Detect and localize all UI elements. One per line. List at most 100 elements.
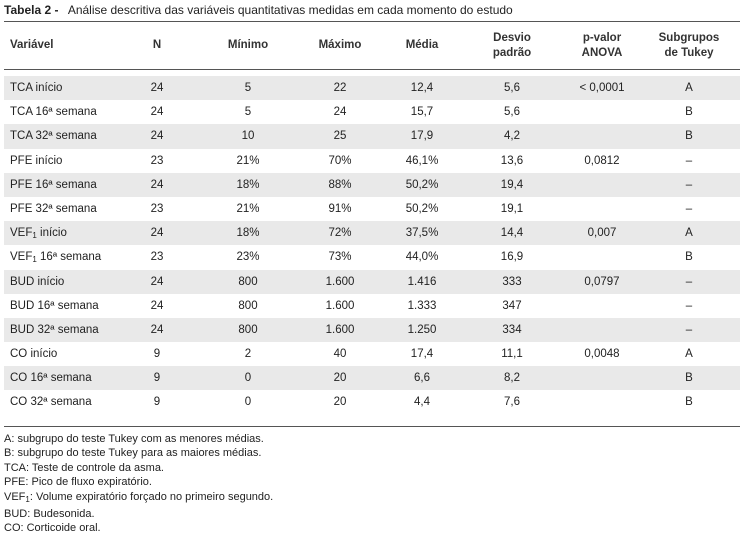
cell-minimo: 21% [236,154,260,167]
cell-media: 1.333 [407,299,437,312]
cell-media: 46,1% [405,154,439,167]
cell-p-valor [562,366,642,390]
footnote: B: subgrupo do teste Tukey para as maior… [4,447,262,460]
cell-n: 24 [150,130,164,143]
cell-tukey: B [685,396,693,409]
table-body: TCA início 24 5 22 12,4 5,6 < 0,0001 A T… [4,76,740,415]
cell-tukey: B [685,130,693,143]
cell-minimo: 10 [241,130,255,143]
cell-desvio: 19,1 [500,202,524,215]
cell-variavel: PFE início [10,154,63,167]
table-row: CO 32ª semana 9 0 20 4,4 7,6 B [4,390,740,414]
cell-n: 24 [150,275,164,288]
header-desvio-line2: padrão [492,46,532,59]
cell-p-valor [562,294,642,318]
cell-p-valor [562,100,642,124]
cell-minimo: 800 [238,275,258,288]
table-row: CO 16ª semana 9 0 20 6,6 8,2 B [4,366,740,391]
table-row: PFE 32ª semana 23 21% 91% 50,2% 19,1 – [4,197,740,221]
cell-variavel: VEF1 16ª semana [10,251,102,265]
footnote: VEF1: Volume expiratório forçado no prim… [4,490,274,504]
caption-label: Tabela 2 - [4,3,59,17]
cell-maximo: 1.600 [325,299,355,312]
cell-n: 24 [150,82,164,94]
table-caption: Tabela 2 - Análise descritiva das variáv… [4,3,513,17]
cell-media: 17,4 [410,348,434,361]
cell-variavel: PFE 32ª semana [10,202,97,215]
cell-p-valor [562,245,642,269]
caption-text: Análise descritiva das variáveis quantit… [67,3,513,17]
cell-desvio: 11,1 [501,348,523,361]
header-p-valor: p-valor ANOVA [562,22,642,69]
cell-maximo: 70% [328,154,352,167]
cell-minimo: 800 [238,323,258,336]
cell-maximo: 20 [333,372,347,385]
cell-tukey: – [685,323,693,336]
cell-media: 50,2% [405,178,439,191]
cell-desvio: 333 [502,275,522,288]
cell-media: 1.250 [407,323,437,336]
cell-n: 9 [153,372,161,385]
cell-minimo: 0 [244,372,252,385]
cell-media: 15,7 [410,106,434,119]
header-desvio-padrao: Desvio padrão [474,22,550,69]
cell-maximo: 24 [333,106,347,119]
cell-variavel: CO 32ª semana [10,396,92,409]
cell-p-valor [562,173,642,197]
header-pvalor-line2: ANOVA [581,46,623,59]
cell-maximo: 73% [328,251,352,264]
table-row: TCA 16ª semana 24 5 24 15,7 5,6 B [4,100,740,124]
cell-minimo: 2 [244,348,252,361]
cell-tukey: – [685,299,693,312]
cell-tukey: – [685,178,693,191]
footnote: BUD: Budesonida. [4,508,95,521]
cell-variavel: TCA 16ª semana [10,106,97,119]
table-row: BUD início 24 800 1.600 1.416 333 0,0797… [4,269,740,294]
table-row: PFE 16ª semana 24 18% 88% 50,2% 19,4 – [4,172,740,197]
table-row: VEF1 início 24 18% 72% 37,5% 14,4 0,007 … [4,221,740,246]
cell-p-valor: 0,007 [587,227,617,240]
header-desvio-line1: Desvio [493,31,531,44]
cell-desvio: 334 [502,323,522,336]
cell-variavel: BUD início [10,275,65,288]
header-n: N [152,39,162,51]
cell-media: 1.416 [407,275,437,288]
cell-variavel: BUD 16ª semana [10,299,99,312]
cell-media: 44,0% [405,251,439,264]
header-minimo: Mínimo [227,39,269,51]
cell-tukey: B [685,106,693,119]
cell-tukey: – [685,202,693,215]
table-row: TCA início 24 5 22 12,4 5,6 < 0,0001 A [4,76,740,101]
table-header: Variável N Mínimo Máximo Média Desvio pa… [4,22,740,69]
cell-variavel: PFE 16ª semana [10,178,97,191]
cell-p-valor [562,124,642,148]
header-pvalor-line1: p-valor [582,31,622,44]
cell-minimo: 800 [238,299,258,312]
cell-p-valor: 0,0812 [584,154,620,167]
footnote: PFE: Pico de fluxo expiratório. [4,476,152,489]
cell-p-valor [562,197,642,221]
cell-n: 9 [153,348,161,361]
cell-desvio: 14,4 [500,227,524,240]
cell-n: 23 [150,202,164,215]
table-footnotes: A: subgrupo do teste Tukey com as menore… [4,432,273,536]
cell-p-valor: < 0,0001 [579,82,625,94]
cell-tukey: – [685,275,693,288]
cell-minimo: 18% [236,227,260,240]
header-tukey-line1: Subgrupos [658,31,720,44]
cell-variavel: VEF1 início [10,227,67,241]
table-row: VEF1 16ª semana 23 23% 73% 44,0% 16,9 B [4,245,740,269]
cell-desvio: 5,6 [504,106,520,119]
cell-desvio: 13,6 [500,154,524,167]
cell-n: 24 [150,299,164,312]
cell-maximo: 1.600 [325,323,355,336]
bottom-rule [4,426,740,427]
table-row: TCA 32ª semana 24 10 25 17,9 4,2 B [4,124,740,149]
header-rule [4,69,740,70]
cell-maximo: 22 [333,82,347,94]
footnote: A: subgrupo do teste Tukey com as menore… [4,433,264,445]
table-row: PFE início 23 21% 70% 46,1% 13,6 0,0812 … [4,149,740,173]
cell-p-valor [562,390,642,414]
cell-media: 6,6 [414,372,430,385]
